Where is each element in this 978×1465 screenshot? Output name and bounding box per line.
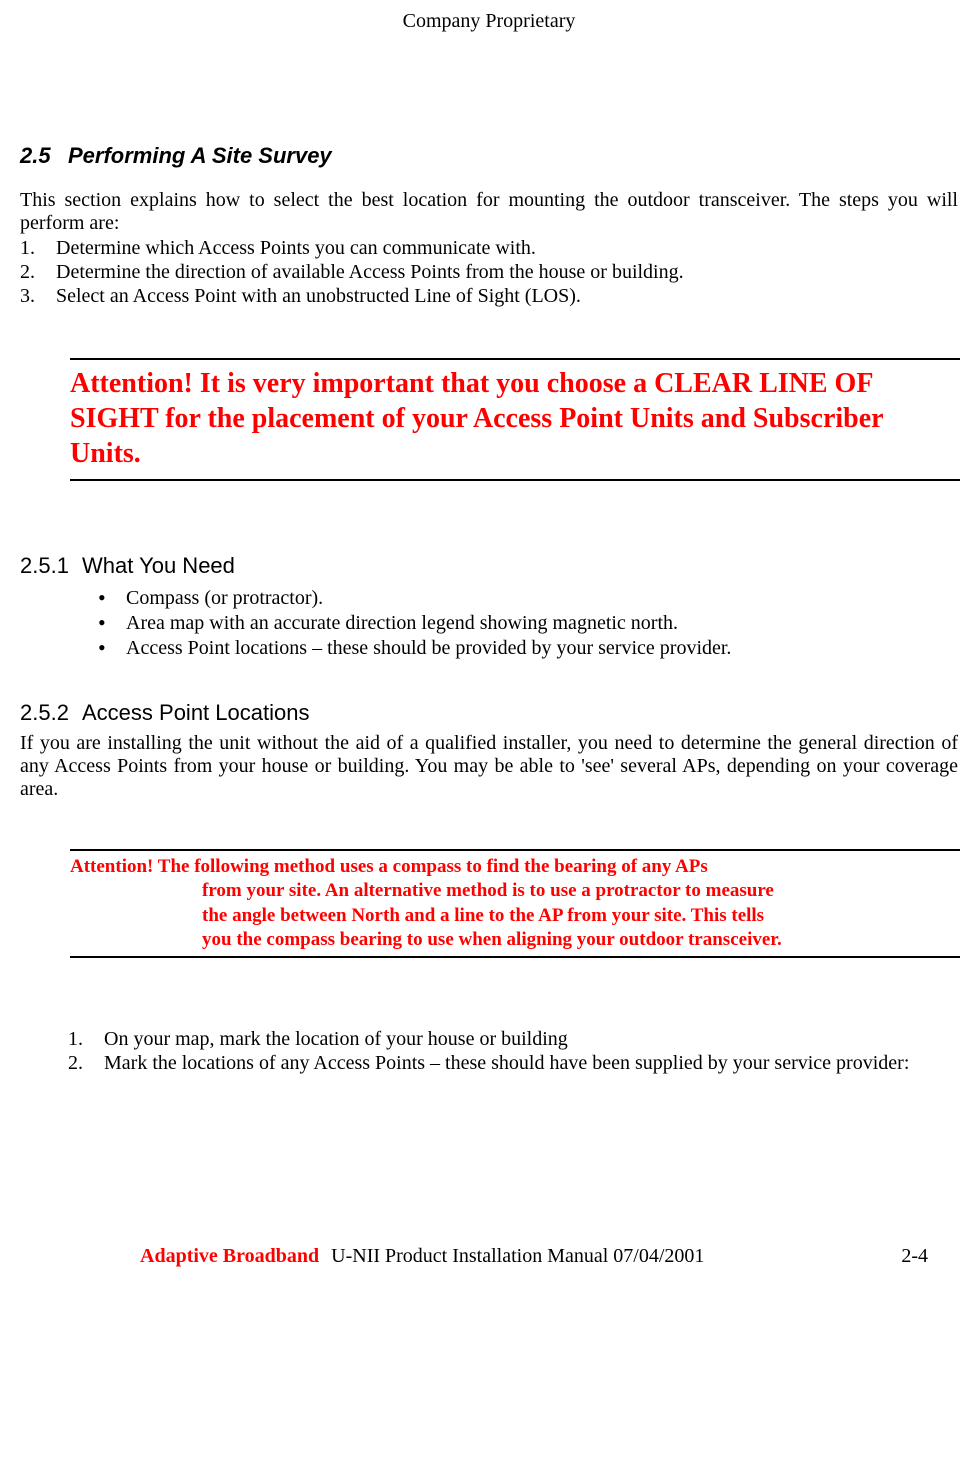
procedure-text: Mark the locations of any Access Points …	[104, 1052, 909, 1074]
step-item: 3.Select an Access Point with an unobstr…	[20, 285, 958, 308]
procedure-text: On your map, mark the location of your h…	[104, 1028, 568, 1050]
bullet-text: Access Point locations – these should be…	[126, 637, 731, 659]
step-text: Determine the direction of available Acc…	[56, 261, 684, 283]
rule-bottom	[70, 956, 960, 958]
subsection-heading: 2.5.2Access Point Locations	[20, 700, 958, 726]
procedure-item: 1.On your map, mark the location of your…	[68, 1028, 958, 1051]
page-footer: Adaptive Broadband U-NII Product Install…	[20, 1245, 958, 1268]
attention-callout: Attention! The following method uses a c…	[70, 849, 960, 958]
subsection-title: Access Point Locations	[82, 700, 309, 725]
subsection-number: 2.5.1	[20, 553, 82, 579]
attention-line: from your site. An alternative method is…	[70, 879, 960, 903]
bullet-text: Compass (or protractor).	[126, 587, 323, 609]
section-steps-list: 1.Determine which Access Points you can …	[20, 237, 958, 308]
step-text: Determine which Access Points you can co…	[56, 237, 536, 259]
attention-line: the angle between North and a line to th…	[70, 904, 960, 928]
rule-bottom	[70, 479, 960, 481]
bullet-item: Compass (or protractor).	[98, 587, 958, 610]
footer-page-number: 2-4	[901, 1245, 928, 1268]
section-title: Performing A Site Survey	[68, 143, 332, 168]
attention-text: Attention! The following method uses a c…	[70, 851, 960, 956]
header-classification: Company Proprietary	[20, 10, 958, 33]
footer-title: U-NII Product Installation Manual 07/04/…	[331, 1245, 881, 1268]
footer-brand: Adaptive Broadband	[140, 1245, 319, 1268]
procedure-item: 2.Mark the locations of any Access Point…	[68, 1052, 958, 1075]
attention-line: you the compass bearing to use when alig…	[70, 928, 960, 952]
subsection-paragraph: If you are installing the unit without t…	[20, 732, 958, 801]
bullet-item: Area map with an accurate direction lege…	[98, 612, 958, 635]
bullet-item: Access Point locations – these should be…	[98, 637, 958, 660]
attention-line: Attention! The following method uses a c…	[70, 855, 960, 879]
step-item: 2.Determine the direction of available A…	[20, 261, 958, 284]
section-intro: This section explains how to select the …	[20, 189, 958, 235]
step-text: Select an Access Point with an unobstruc…	[56, 285, 581, 307]
document-page: Company Proprietary 2.5Performing A Site…	[0, 0, 978, 1298]
attention-callout: Attention! It is very important that you…	[70, 358, 960, 481]
step-item: 1.Determine which Access Points you can …	[20, 237, 958, 260]
what-you-need-list: Compass (or protractor). Area map with a…	[20, 587, 958, 660]
section-heading: 2.5Performing A Site Survey	[20, 143, 958, 169]
subsection-title: What You Need	[82, 553, 235, 578]
section-number: 2.5	[20, 143, 68, 169]
attention-text: Attention! It is very important that you…	[70, 360, 960, 479]
procedure-list: 1.On your map, mark the location of your…	[20, 1028, 958, 1075]
subsection-number: 2.5.2	[20, 700, 82, 726]
subsection-heading: 2.5.1What You Need	[20, 553, 958, 579]
bullet-text: Area map with an accurate direction lege…	[126, 612, 678, 634]
